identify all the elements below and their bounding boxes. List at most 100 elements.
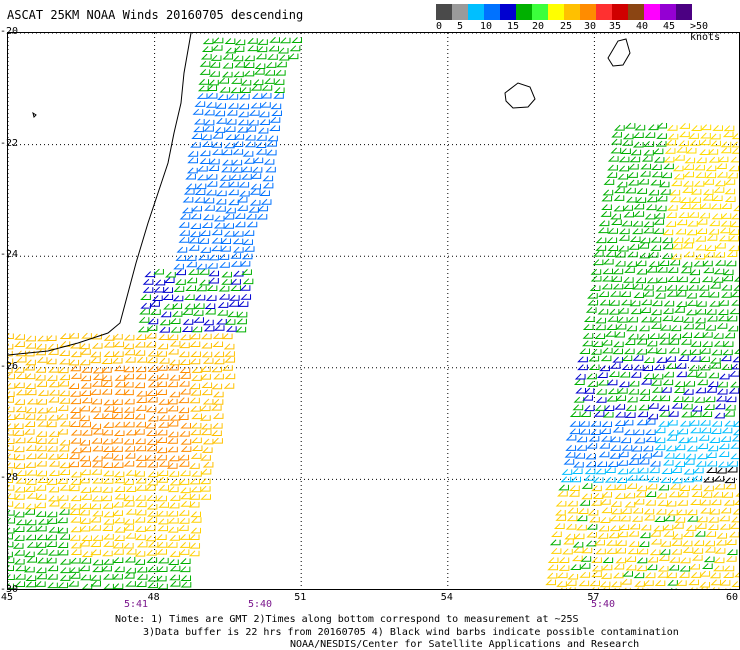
wind-barb [589,516,600,523]
wind-barb [653,228,664,234]
wind-barb [194,294,206,301]
wind-barb [641,452,652,459]
wind-barb [686,229,698,236]
wind-barb [273,92,284,99]
wind-barb [573,379,585,385]
wind-barb [25,335,36,342]
wind-barb [223,222,234,229]
wind-barb [70,549,82,555]
wind-barb [224,38,236,45]
wind-barb [595,548,606,555]
wind-barb [178,479,190,485]
wind-barb [190,486,202,493]
wind-barb [112,437,123,444]
wind-barb [676,371,687,378]
wind-barb [670,325,682,332]
wind-barb [15,356,27,363]
colorbar-swatch [532,4,548,20]
wind-barb [92,510,103,517]
wind-barb [221,71,233,78]
wind-barb [8,541,14,548]
wind-barb [125,429,137,436]
wind-barb [597,308,609,315]
wind-barb [657,565,669,572]
wind-barb [722,275,733,282]
wind-barb [661,315,673,322]
wind-barb [729,221,739,228]
wind-barb [123,500,135,507]
wind-barb [247,119,259,126]
wind-barb [81,332,92,339]
colorbar-swatch [500,4,516,20]
wind-barb [13,429,24,436]
wind-barb [672,165,684,172]
wind-barb [129,588,131,589]
wind-barb [724,477,735,484]
wind-barb [218,293,230,300]
wind-barb [646,564,658,571]
wind-barb [617,459,628,466]
wind-barb [190,511,202,518]
wind-barb [8,414,16,421]
wind-barb [658,484,669,491]
wind-barb [59,333,71,340]
wind-barb [210,245,222,252]
wind-barb [103,399,114,406]
wind-barb [91,437,102,444]
wind-barb [732,508,739,515]
wind-barb [703,267,714,274]
wind-barb [714,403,726,410]
wind-barb [160,311,172,318]
wind-barb [656,492,667,499]
wind-barb [629,156,641,163]
wind-barb [171,310,183,317]
wind-barb [702,189,714,195]
wind-barb [158,484,170,491]
wind-barb [653,364,665,371]
wind-barb [23,566,35,573]
wind-barb [601,204,612,211]
wind-barb [8,333,14,340]
wind-barb [583,316,595,323]
wind-speed-colorbar [436,4,692,20]
wind-barb [80,461,91,467]
wind-barb [612,426,624,433]
wind-barb [273,79,285,85]
wind-barb [250,102,262,109]
wind-barb [225,118,237,125]
wind-barb [277,47,289,54]
wind-barb [158,357,170,364]
wind-barb [575,387,586,394]
wind-barb [579,348,590,355]
wind-barb [135,501,147,508]
wind-barb [103,334,115,341]
wind-barb [26,469,37,476]
wind-barb [227,181,239,188]
wind-barb [668,564,680,571]
wind-barb [666,572,677,579]
wind-barb [605,548,617,554]
wind-barb [715,467,727,474]
wind-barb [643,508,655,515]
wind-map-plot [7,32,740,590]
wind-barb [724,420,735,427]
colorbar-swatch [484,4,500,20]
wind-barb [710,499,722,506]
wind-barb [609,515,621,522]
wind-barb [191,470,202,477]
wind-barb [621,364,633,371]
wind-barb [167,334,179,341]
wind-barb [645,204,657,211]
wind-barb [25,479,37,485]
wind-barb [692,547,704,554]
wind-barb [69,407,81,413]
wind-barb [585,540,597,547]
wind-barb [90,357,101,364]
wind-barb [614,260,626,267]
wind-barb [710,140,721,147]
wind-barb [208,79,219,86]
wind-barb [80,375,91,382]
wind-barb [656,133,667,139]
wind-barb [611,131,622,138]
wind-barb [191,326,203,333]
